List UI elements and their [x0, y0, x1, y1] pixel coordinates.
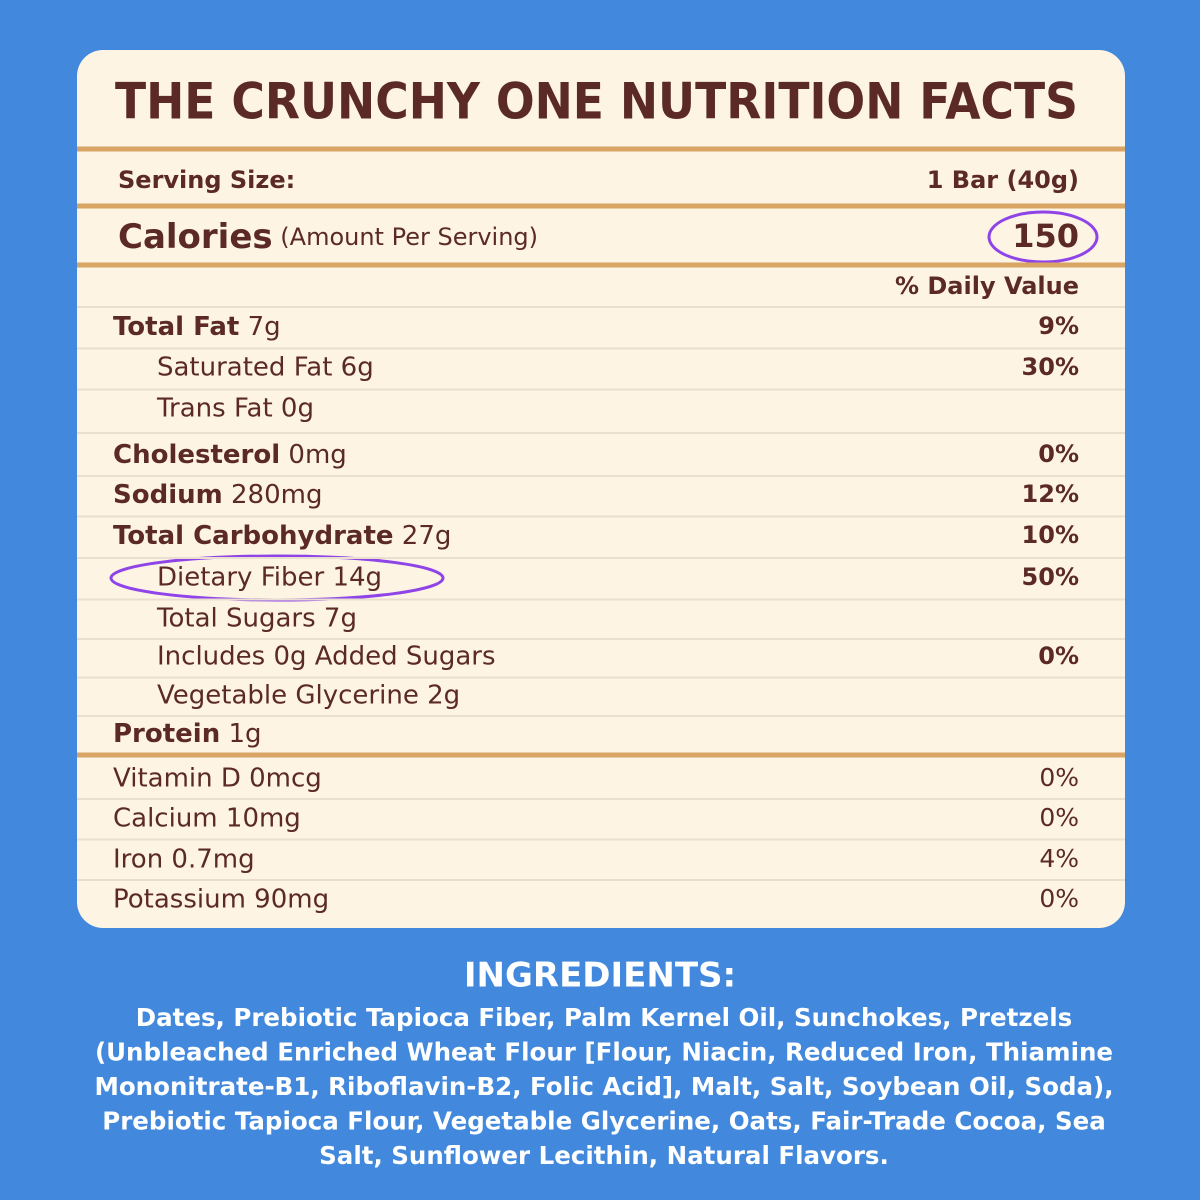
- daily-value: 0%: [1038, 642, 1079, 670]
- nutrient-amount: 27g: [402, 521, 452, 551]
- calories-label: Calories: [118, 217, 273, 257]
- daily-value: 12%: [1022, 480, 1079, 508]
- nutrient: Total Carbohydrate 27g: [113, 521, 451, 551]
- ingredients-line: Prebiotic Tapioca Flour, Vegetable Glyce…: [102, 1107, 1105, 1136]
- sub-nutrient: Trans Fat 0g: [156, 394, 314, 424]
- sub-nutrient: Saturated Fat 6g: [157, 353, 374, 383]
- nutrient-amount: 0mg: [288, 440, 346, 470]
- daily-value: 9%: [1038, 312, 1079, 340]
- vitamin: Iron 0.7mg: [113, 845, 255, 875]
- nutrient-name: Sodium: [113, 480, 223, 510]
- nutrient-amount: 280mg: [231, 480, 322, 510]
- sub-nutrient: Dietary Fiber 14g: [157, 563, 382, 593]
- daily-value: 10%: [1022, 521, 1079, 549]
- calories-value: 150: [1012, 217, 1079, 255]
- nutrient: Protein 1g: [113, 719, 262, 749]
- daily-value: 0%: [1039, 884, 1079, 913]
- vitamin: Potassium 90mg: [113, 885, 329, 915]
- nutrient-name: Total Fat: [113, 312, 239, 342]
- sub-nutrient: Total Sugars 7g: [156, 604, 357, 634]
- vitamin: Calcium 10mg: [113, 804, 301, 834]
- sub-nutrient: Vegetable Glycerine 2g: [157, 681, 460, 711]
- serving-label: Serving Size:: [118, 166, 295, 194]
- daily-value: 0%: [1038, 440, 1079, 468]
- nutrient-name: Protein: [113, 719, 220, 749]
- highlight-circle: [987, 210, 1099, 264]
- daily-value: 50%: [1022, 563, 1079, 591]
- nutrient-name: Total Carbohydrate: [113, 521, 394, 551]
- vitamin: Vitamin D 0mcg: [113, 764, 322, 794]
- title: THE CRUNCHY ONE NUTRITION FACTS: [115, 73, 1078, 131]
- daily-value: 0%: [1039, 763, 1079, 792]
- nutrient: Sodium 280mg: [113, 480, 322, 510]
- nutrient-amount: 7g: [248, 312, 281, 342]
- ingredients-line: Mononitrate-B1, Riboflavin-B2, Folic Aci…: [94, 1072, 1113, 1101]
- serving-value: 1 Bar (40g): [927, 166, 1079, 194]
- daily-value: 0%: [1039, 803, 1079, 832]
- ingredients-title: INGREDIENTS:: [464, 956, 736, 996]
- ingredients-line: Dates, Prebiotic Tapioca Fiber, Palm Ker…: [136, 1003, 1072, 1032]
- nutrient-amount: 1g: [229, 719, 262, 749]
- ingredients-line: (Unbleached Enriched Wheat Flour [Flour,…: [95, 1038, 1113, 1067]
- calories-note: (Amount Per Serving): [280, 223, 538, 251]
- dv-header: % Daily Value: [895, 272, 1079, 300]
- daily-value: 4%: [1039, 844, 1079, 873]
- daily-value: 30%: [1022, 353, 1079, 381]
- label-panel: [77, 50, 1125, 928]
- ingredients-line: Salt, Sunflower Lecithin, Natural Flavor…: [319, 1141, 889, 1170]
- calories-row: Calories (Amount Per Serving): [118, 217, 538, 257]
- nutrient: Total Fat 7g: [113, 312, 281, 342]
- sub-nutrient: Includes 0g Added Sugars: [157, 642, 496, 672]
- nutrient: Cholesterol 0mg: [113, 440, 347, 470]
- nutrient-name: Cholesterol: [113, 440, 280, 470]
